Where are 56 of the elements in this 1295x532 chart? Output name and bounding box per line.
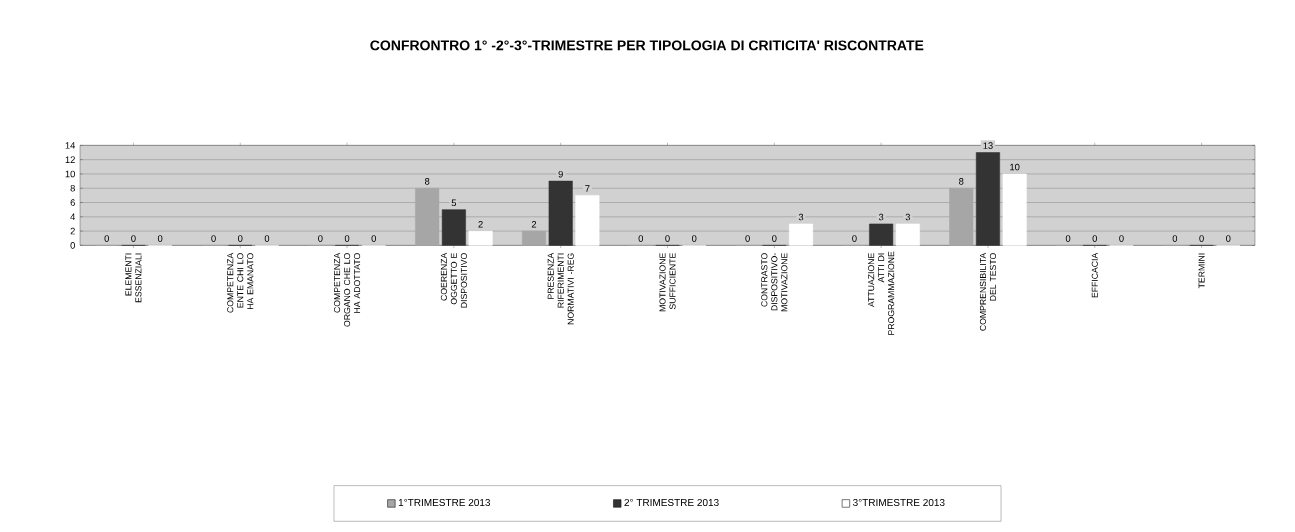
data-label: 9 xyxy=(558,170,563,178)
y-tick-label: 12 xyxy=(65,156,75,163)
data-label: 3 xyxy=(878,213,884,221)
data-label: 0 xyxy=(745,235,750,242)
data-label: 0 xyxy=(638,235,644,242)
data-label: 0 xyxy=(238,235,243,242)
y-tick-label: 4 xyxy=(70,213,76,220)
data-label: 7 xyxy=(585,185,590,192)
data-label: 0 xyxy=(104,235,109,242)
data-label: 0 xyxy=(1065,235,1071,242)
data-label: 0 xyxy=(1172,235,1178,242)
chart-title: CONFRONTRO 1° -2°-3°-TRIMESTRE PER TIPOLOGIA DI CRITICITA' RISCONTRATE xyxy=(370,40,924,51)
data-label: 0 xyxy=(1119,235,1124,242)
y-tick-label: 10 xyxy=(65,170,75,178)
data-label: 0 xyxy=(691,235,697,242)
data-label: 8 xyxy=(424,177,430,185)
data-label: 0 xyxy=(1199,235,1204,242)
y-tick-label: 2 xyxy=(70,227,75,235)
x-tick-label: ATTUAZIONE ATTI DI PROGRAMMAZIONE xyxy=(868,251,895,335)
x-tick-label: COMPETENZA ORGANO CHE LO HA ADOTTATO xyxy=(334,252,361,327)
legend-label: 3°TRIMESTRE 2013 xyxy=(853,498,945,506)
y-tick-label: 6 xyxy=(70,199,75,206)
data-label: 10 xyxy=(1010,163,1020,171)
data-label: 0 xyxy=(852,235,857,242)
data-label: 0 xyxy=(264,235,270,242)
legend-label: 1°TRIMESTRE 2013 xyxy=(398,498,491,506)
data-label: 3 xyxy=(798,213,804,221)
x-tick-label: PRESENZA RIFERIMENTI NORMATIVI -REG xyxy=(547,252,574,325)
data-label: 0 xyxy=(772,235,777,242)
x-tick-label: COMPRENSIBILITA DEL TESTO xyxy=(979,252,997,331)
data-label: 0 xyxy=(1092,235,1097,242)
y-tick-label: 8 xyxy=(70,184,75,192)
y-tick-label: 0 xyxy=(70,242,75,249)
x-tick-label: ELEMENTI ESSENZIALI xyxy=(125,253,142,303)
data-label: 0 xyxy=(344,235,350,242)
x-tick-label: COMPETENZA ENTE CHI LO HA EMANATO xyxy=(227,252,254,313)
data-label: 0 xyxy=(318,235,323,242)
x-tick-label: TERMINI xyxy=(1198,253,1205,289)
x-tick-label: COERENZA OGGETTO E DISPOSITIVO xyxy=(440,252,467,308)
data-label: 8 xyxy=(959,177,964,185)
x-tick-label: EFFICACIA xyxy=(1091,252,1098,298)
y-tick-label: 14 xyxy=(65,142,76,149)
data-label: 13 xyxy=(983,142,993,149)
data-label: 0 xyxy=(211,235,216,242)
x-tick-label: CONTRASTO DISPOSITIVO-MOTIVAZIONE xyxy=(761,253,788,312)
x-tick-label: MOTIVAZIONE SUFFICIENTE xyxy=(659,253,676,312)
data-label: 2 xyxy=(478,220,483,228)
data-label: 3 xyxy=(905,213,911,221)
data-label: 0 xyxy=(1226,235,1231,242)
legend-label: 2° TRIMESTRE 2013 xyxy=(624,498,719,506)
data-label: 2 xyxy=(531,220,537,228)
data-label: 0 xyxy=(157,235,163,242)
data-label: 0 xyxy=(665,235,670,242)
data-label: 0 xyxy=(371,235,377,242)
data-label: 0 xyxy=(131,235,136,242)
data-label: 5 xyxy=(451,199,457,206)
